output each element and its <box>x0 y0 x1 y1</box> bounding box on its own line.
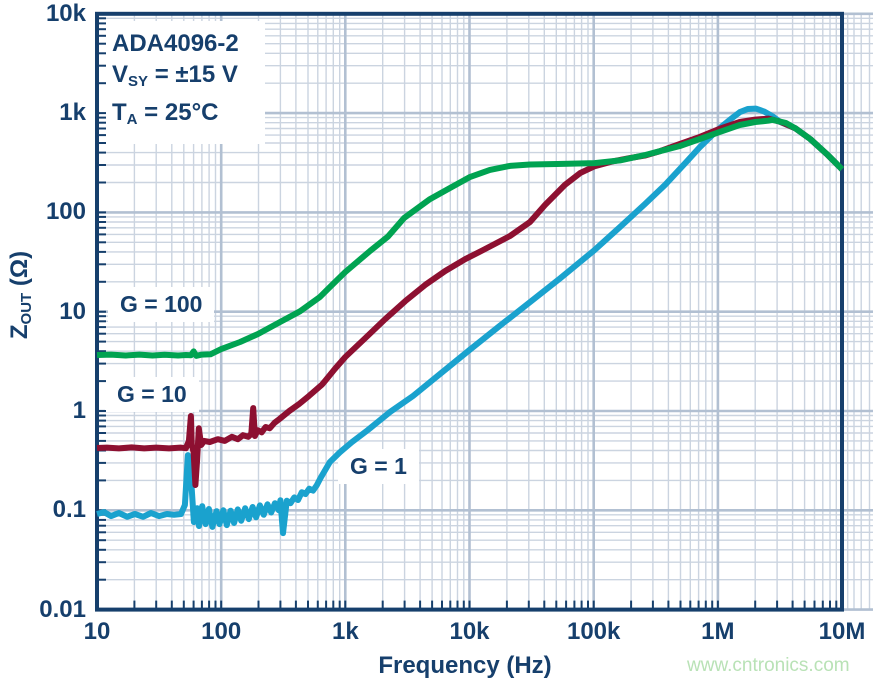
annotation-supply-voltage: VSY = ±15 V <box>112 61 238 90</box>
curve-label-g100: G = 100 <box>108 287 215 322</box>
annotation-part-number: ADA4096-2 <box>112 30 239 57</box>
conditions-annotation-box: ADA4096-2 VSY = ±15 V TA = 25°C <box>100 21 265 144</box>
annotation-temperature: TA = 25°C <box>112 99 219 128</box>
curve-label-g10: G = 10 <box>105 377 199 412</box>
curve-label-g1: G = 1 <box>338 449 419 484</box>
